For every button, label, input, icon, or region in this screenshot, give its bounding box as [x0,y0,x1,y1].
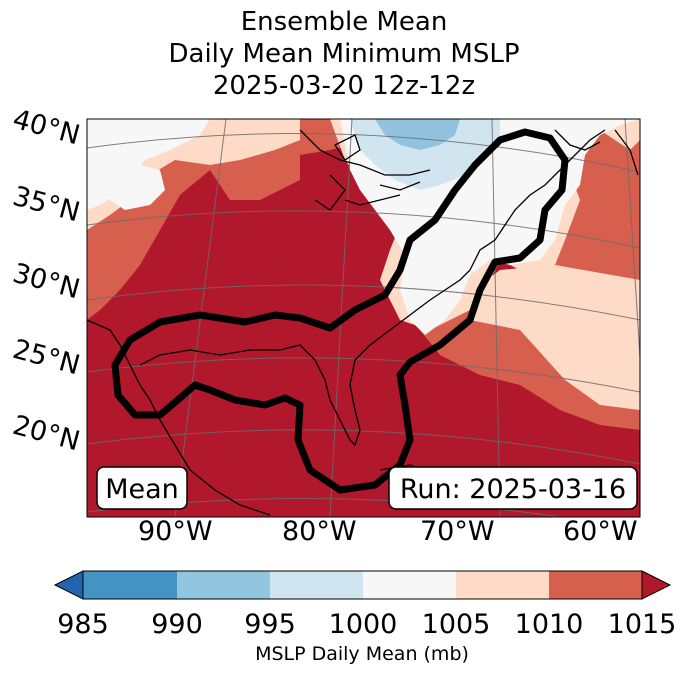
lat-label-30: 30°N [9,258,83,306]
lon-label-90: 90°W [138,516,213,547]
lat-labels: 40°N 35°N 30°N 25°N 20°N [9,104,83,458]
colorbar-tick-1010: 1010 [515,609,584,640]
colorbar-bin-1010-1015 [549,571,642,599]
colorbar: 985 990 995 1000 1005 1010 1015 MSLP Dai… [53,570,677,665]
colorbar-tick-990: 990 [151,609,203,640]
colorbar-tick-995: 995 [244,609,296,640]
lat-label-35: 35°N [9,181,83,229]
colorbar-bin-985-990 [83,571,177,599]
badge-mean: Mean [96,466,188,510]
field-990 [375,119,460,150]
colorbar-tick-985: 985 [57,609,109,640]
outline-contour [111,128,569,494]
colorbar-extend-high [641,570,672,600]
colorbar-extend-low [53,570,84,600]
field-1000-west [110,165,165,210]
badge-run-text: Run: 2025-03-16 [400,474,626,505]
colorbar-tick-1005: 1005 [422,609,491,640]
lat-label-40: 40°N [9,104,83,152]
colorbar-label: MSLP Daily Mean (mb) [255,643,469,665]
badge-mean-text: Mean [105,474,179,505]
colorbar-bin-1000-1005 [363,571,456,599]
colorbar-bin-990-995 [177,571,270,599]
lat-label-25: 25°N [9,334,83,382]
title-line-3: 2025-03-20 12z-12z [212,71,476,101]
field-1005-east [470,265,640,410]
colorbar-bin-995-1000 [270,571,363,599]
badge-run: Run: 2025-03-16 [388,466,638,510]
colorbar-tick-1000: 1000 [329,609,398,640]
pressure-field [87,119,640,517]
title-line-2: Daily Mean Minimum MSLP [168,39,520,69]
title-line-1: Ensemble Mean [240,7,448,37]
lat-label-20: 20°N [9,410,83,458]
lon-label-70: 70°W [420,516,495,547]
lon-labels: 90°W 80°W 70°W 60°W [138,516,638,547]
lon-label-60: 60°W [563,516,638,547]
colorbar-tick-1015: 1015 [608,609,677,640]
graticule [87,119,640,517]
colorbar-bin-1005-1010 [456,571,549,599]
lon-label-80: 80°W [282,516,357,547]
map-frame [86,118,641,518]
